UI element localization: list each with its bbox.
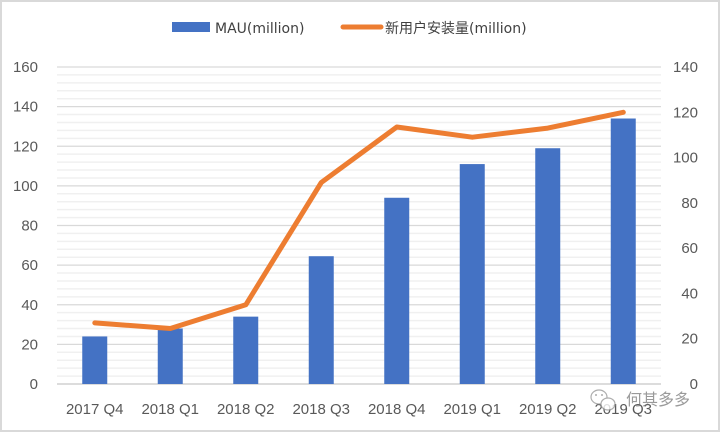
right-tick-label: 80 (681, 195, 698, 212)
mau-bars (82, 118, 636, 384)
bar (233, 316, 259, 384)
left-tick-label: 0 (30, 376, 38, 393)
left-tick-label: 100 (13, 178, 38, 195)
right-axis-ticks: 0 20 40 60 80 100 120 140 (673, 59, 698, 393)
right-tick-label: 140 (673, 59, 698, 76)
x-tick-label: 2018 Q2 (217, 401, 275, 418)
x-tick-label: 2018 Q4 (368, 401, 426, 418)
left-tick-label: 140 (13, 99, 38, 116)
major-gridlines (57, 66, 661, 385)
x-tick-label: 2017 Q4 (66, 401, 124, 418)
legend-bar-swatch (172, 22, 210, 32)
right-tick-label: 40 (681, 285, 698, 302)
right-tick-label: 60 (681, 240, 698, 257)
left-tick-label: 60 (21, 257, 38, 274)
x-tick-label: 2019 Q1 (443, 401, 501, 418)
bar (384, 197, 410, 384)
minor-gridlines (57, 74, 661, 377)
bar (535, 148, 561, 384)
left-tick-label: 160 (13, 59, 38, 76)
x-tick-label: 2018 Q3 (292, 401, 350, 418)
right-tick-label: 20 (681, 331, 698, 348)
legend: MAU(million) 新用户安装量(million) (172, 20, 527, 37)
left-tick-label: 20 (21, 336, 38, 353)
left-tick-label: 80 (21, 218, 38, 235)
bar (157, 328, 183, 384)
left-tick-label: 120 (13, 138, 38, 155)
right-tick-label: 120 (673, 104, 698, 121)
bar (82, 336, 108, 384)
wechat-icon (590, 389, 616, 411)
watermark-text: 何其多多 (626, 390, 690, 409)
left-axis-ticks: 0 20 40 60 80 100 120 140 160 (13, 59, 38, 393)
legend-line-label: 新用户安装量(million) (385, 20, 527, 37)
watermark: 何其多多 (590, 389, 690, 411)
right-tick-label: 100 (673, 150, 698, 167)
bar (610, 118, 636, 384)
x-axis-ticks: 2017 Q4 2018 Q1 2018 Q2 2018 Q3 2018 Q4 2019 … (66, 401, 652, 418)
x-tick-label: 2019 Q2 (519, 401, 577, 418)
x-tick-label: 2018 Q1 (141, 401, 199, 418)
new-installs-line (92, 109, 626, 331)
bar (459, 164, 485, 384)
left-tick-label: 40 (21, 297, 38, 314)
right-tick-label: 0 (690, 376, 698, 393)
bar (308, 256, 334, 384)
legend-bar-label: MAU(million) (215, 21, 304, 37)
